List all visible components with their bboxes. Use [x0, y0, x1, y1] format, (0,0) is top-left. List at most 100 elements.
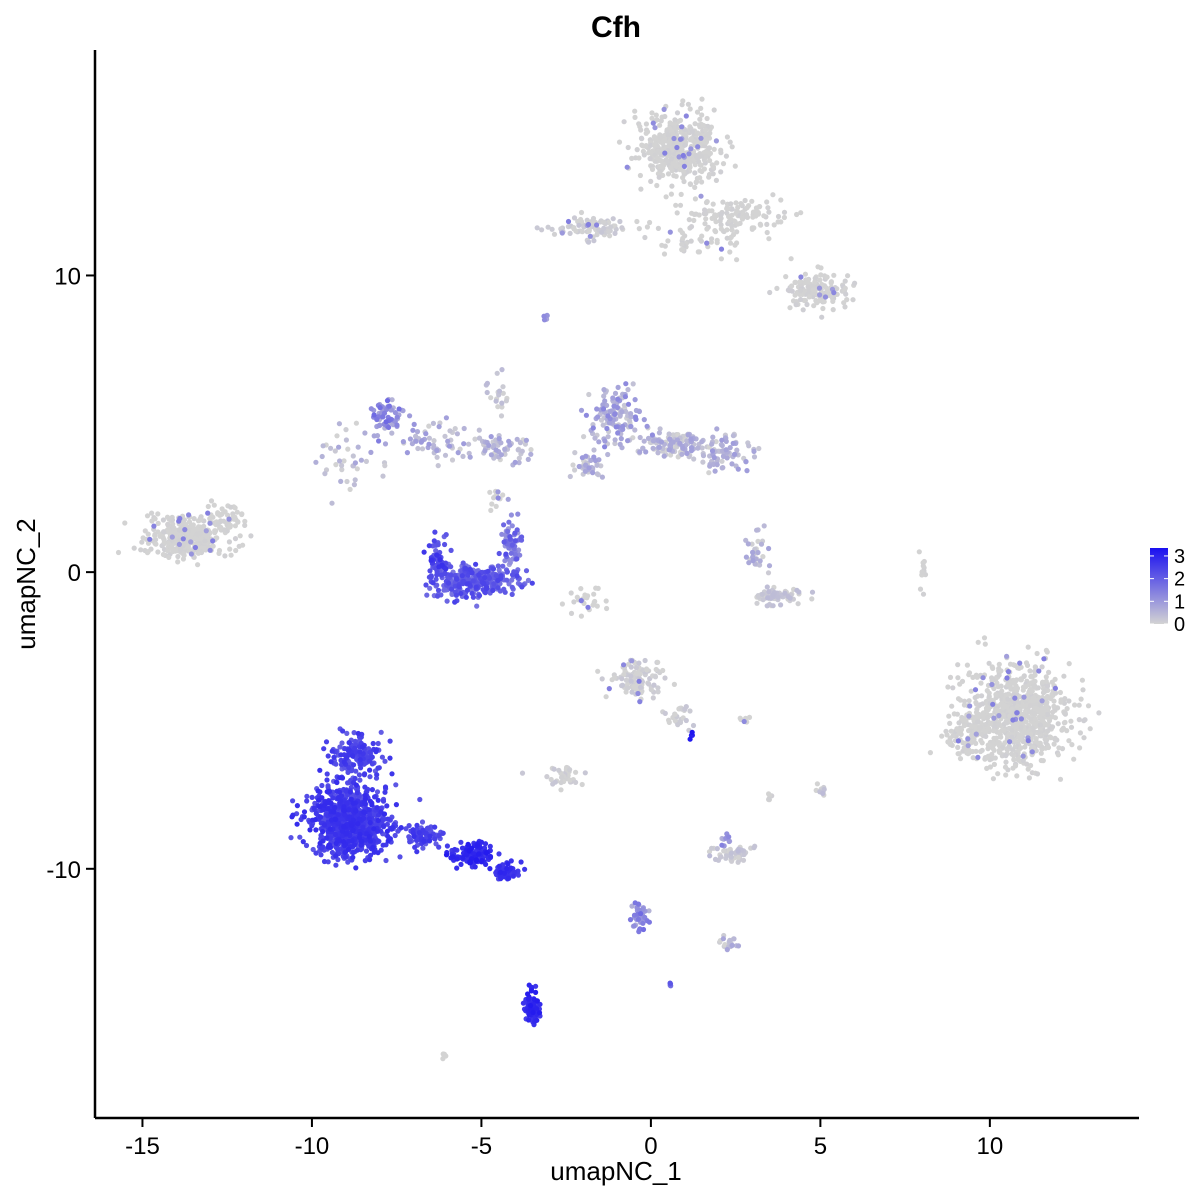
data-point [288, 835, 294, 841]
data-point [972, 724, 979, 730]
data-point [920, 563, 926, 569]
data-point [694, 154, 700, 160]
data-point [427, 838, 433, 844]
data-point [718, 150, 724, 156]
data-point [394, 422, 400, 428]
data-point [745, 541, 751, 547]
data-point [175, 559, 181, 565]
data-point [625, 144, 631, 151]
data-point [1045, 744, 1052, 751]
data-point [714, 426, 720, 432]
data-point [332, 831, 338, 838]
data-point [1031, 720, 1037, 727]
data-point [658, 118, 664, 124]
data-point [809, 589, 816, 595]
data-point [149, 518, 155, 524]
data-point [485, 568, 491, 574]
data-point [584, 217, 590, 223]
data-point [490, 566, 497, 572]
data-point [442, 541, 448, 548]
data-point [667, 980, 673, 986]
data-point [525, 991, 531, 997]
data-point [219, 506, 225, 512]
data-point [766, 545, 772, 552]
points-layer [115, 96, 1102, 1062]
data-point [655, 685, 661, 691]
data-point [674, 110, 681, 116]
data-point [160, 551, 166, 558]
data-point [227, 522, 233, 528]
data-point [709, 845, 715, 851]
data-point [637, 699, 643, 705]
data-point [355, 730, 361, 737]
data-point [318, 814, 324, 820]
data-point [594, 462, 600, 468]
data-point [316, 797, 322, 803]
data-point [616, 139, 623, 145]
data-point [757, 562, 763, 568]
data-point [339, 467, 345, 473]
data-point [452, 599, 458, 605]
data-point [420, 827, 426, 833]
data-point [692, 184, 698, 190]
data-point [322, 471, 328, 477]
data-point [505, 875, 511, 881]
data-point [1026, 775, 1032, 781]
data-point [374, 789, 381, 795]
data-point [202, 538, 208, 544]
data-point [679, 124, 685, 130]
data-point [945, 684, 951, 690]
data-point [919, 569, 925, 575]
data-point [957, 756, 964, 762]
data-point [687, 106, 693, 112]
data-point [355, 821, 361, 827]
data-point [666, 431, 672, 437]
data-point [313, 459, 319, 465]
data-point [973, 731, 979, 737]
data-point [337, 744, 343, 750]
data-point [691, 211, 698, 217]
data-point [370, 844, 376, 850]
data-point [712, 856, 719, 863]
data-point [1020, 753, 1026, 759]
data-point [379, 817, 386, 824]
data-point [662, 710, 668, 717]
data-point [345, 859, 351, 865]
data-point [1037, 707, 1044, 714]
data-point [711, 454, 717, 461]
data-point [818, 272, 824, 278]
data-point [491, 581, 497, 587]
data-point [512, 530, 518, 536]
data-point [601, 387, 607, 393]
data-point [746, 443, 752, 449]
data-point [634, 218, 640, 225]
data-point [1081, 718, 1087, 724]
data-point [551, 231, 558, 237]
data-point [1007, 739, 1013, 745]
data-point [658, 439, 665, 445]
data-point [435, 587, 442, 593]
data-point [475, 851, 482, 857]
data-point [688, 146, 694, 152]
data-point [757, 558, 763, 564]
data-point [1052, 685, 1058, 691]
data-point [699, 168, 705, 175]
data-point [648, 178, 654, 184]
data-point [636, 226, 642, 232]
data-point [728, 201, 734, 207]
data-point [366, 834, 372, 840]
data-point [534, 225, 540, 231]
data-point [329, 849, 335, 856]
data-point [709, 236, 715, 242]
data-point [1029, 749, 1035, 755]
data-point [612, 390, 619, 396]
data-point [447, 428, 453, 434]
data-point [727, 249, 733, 255]
data-point [605, 413, 611, 419]
data-point [186, 512, 192, 518]
data-point [327, 826, 333, 832]
data-point [414, 822, 420, 829]
data-point [691, 456, 697, 462]
data-point [414, 849, 420, 855]
data-point [472, 864, 478, 870]
